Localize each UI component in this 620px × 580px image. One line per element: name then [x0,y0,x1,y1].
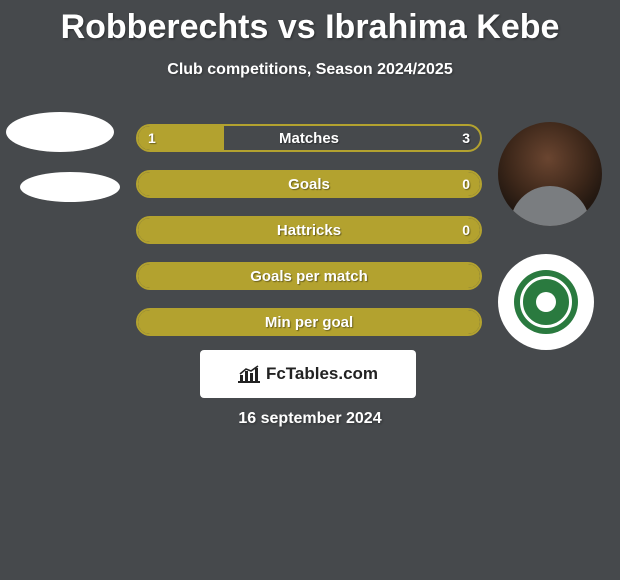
stat-bar: Matches1 3 [136,124,482,152]
stat-bars: Matches13Goals0Hattricks0Goals per match… [136,124,482,354]
left-club-avatar [20,172,120,202]
stat-bar-label: Goals per match [138,264,480,288]
right-player-avatars [498,122,620,350]
stat-bar: Min per goal [136,308,482,336]
right-club-avatar [498,254,594,350]
stat-bar: Goals0 [136,170,482,198]
stat-bar-label: Goals [138,172,480,196]
stat-bar-left-value: 1 [148,126,156,150]
right-player-avatar [498,122,602,226]
date-label: 16 september 2024 [0,410,620,428]
brand-text: FcTables.com [266,364,378,384]
brand-badge: FcTables.com [200,350,416,398]
stat-bar: Goals per match [136,262,482,290]
stat-bar-right-value: 3 [462,126,470,150]
stat-bar-right-value: 0 [462,218,470,242]
left-player-avatars [0,112,120,202]
stat-bar-label: Matches [138,126,480,150]
club-badge-icon [514,270,578,334]
page-title: Robberechts vs Ibrahima Kebe [0,0,620,47]
brand-chart-icon [238,365,260,383]
stat-bar-right-value: 0 [462,172,470,196]
stat-bar-label: Hattricks [138,218,480,242]
stat-bar-label: Min per goal [138,310,480,334]
stat-bar: Hattricks0 [136,216,482,244]
subtitle: Club competitions, Season 2024/2025 [0,61,620,79]
left-player-avatar [6,112,114,152]
